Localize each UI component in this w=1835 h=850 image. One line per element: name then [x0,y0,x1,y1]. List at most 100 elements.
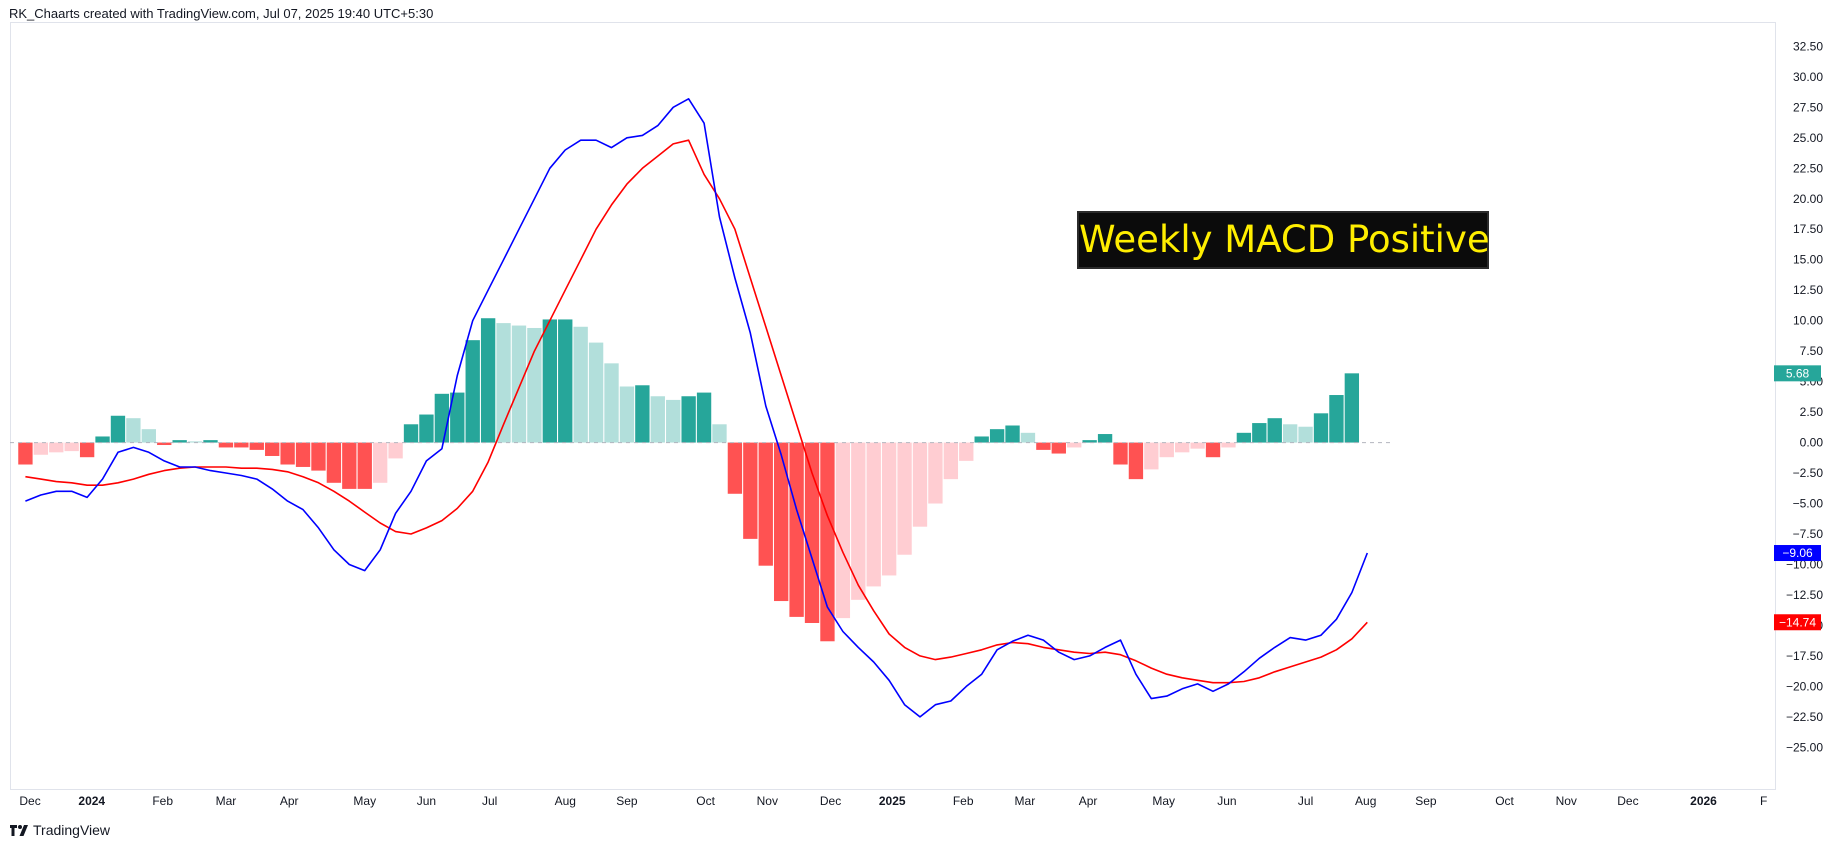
annotation-text-box[interactable]: Weekly MACD Positive [1077,211,1490,269]
histogram-bar [1020,432,1036,443]
histogram-bar [558,319,573,443]
histogram-bar [604,363,619,443]
y-tick-label: 25.00 [1793,131,1823,145]
histogram-bar [280,442,295,465]
y-tick-label: 15.00 [1793,253,1823,267]
x-tick-label: Jul [482,794,497,808]
signal-line [25,139,1368,684]
histogram-bar [1252,423,1267,443]
histogram-bar [1298,426,1313,443]
histogram-bar [357,442,372,489]
histogram-bar [265,442,280,456]
plot-border [10,22,1776,790]
histogram-bar [1097,434,1113,443]
histogram-bar [881,442,897,576]
chart-attribution: RK_Chaarts created with TradingView.com,… [9,6,434,21]
histogram-bar [450,392,465,443]
y-tick-label: −22.50 [1786,710,1823,724]
histogram-bar [743,442,758,539]
y-tick-label: 32.50 [1793,39,1823,53]
x-tick-label: Jul [1298,794,1313,808]
histogram-bar [1036,442,1051,450]
signal-value-tag [1774,614,1821,631]
y-tick-label: 7.50 [1800,344,1824,358]
y-tick-label: −5.00 [1793,497,1824,511]
histogram-bar [326,442,342,483]
histogram-bar [1144,442,1159,470]
histogram-bar [372,442,388,483]
histogram-bar [203,440,218,443]
histogram-bar [912,442,928,527]
histogram-bar [835,442,851,619]
y-tick-label: 0.00 [1800,436,1824,450]
y-tick-label: −20.00 [1786,679,1823,693]
histogram-bar [1344,373,1360,443]
x-tick-label: Sep [616,794,638,808]
histogram-bar [419,414,434,443]
histogram-bar [650,396,665,443]
tradingview-logo[interactable]: TradingView [10,822,110,838]
macd-value-tag [1774,545,1821,562]
histogram-bar [218,442,234,448]
histogram-bar [542,319,557,443]
histogram-bar [1082,440,1097,443]
histogram-bar [820,442,835,642]
histogram-bar [18,442,33,465]
macd-value-tag-text: −9.06 [1782,546,1813,560]
histogram-bar [126,418,141,443]
y-tick-label: −2.50 [1793,466,1824,480]
histogram-bar [141,429,156,443]
histogram-bar [249,442,264,450]
histogram-bar [1159,442,1174,458]
x-tick-label: Apr [1079,794,1098,808]
histogram-bar [1329,395,1344,443]
x-tick-label: Dec [1617,794,1638,808]
x-tick-label: Aug [555,794,576,808]
histogram-bar [527,327,542,443]
x-tick-label: May [353,794,376,808]
histogram-bar [928,442,943,504]
y-tick-label: 30.00 [1793,70,1823,84]
x-tick-label: Feb [953,794,974,808]
histogram-bar [1051,442,1066,454]
histogram-bar [234,442,249,448]
histogram-bar [897,442,912,555]
histogram-bar [1067,442,1082,448]
last-value-labels: 5.68 −9.06 −14.74 [1774,365,1821,631]
x-tick-label: 2025 [879,794,906,808]
x-tick-label: Nov [757,794,778,808]
x-tick-label: Oct [696,794,715,808]
x-tick-label: 2024 [78,794,105,808]
histogram-bar [712,424,727,443]
histogram-bar [187,441,203,443]
histogram-bars [18,318,1360,642]
histogram-bar [1221,442,1236,448]
histogram-bar [33,442,49,455]
x-tick-label: Sep [1415,794,1437,808]
y-tick-label: 2.50 [1800,405,1824,419]
histogram-bar [619,386,635,443]
x-tick-label: Mar [216,794,237,808]
histogram-bar [1313,413,1329,443]
histogram-bar [295,442,311,467]
histogram-value-tag [1774,365,1821,382]
x-tick-label: 2026 [1690,794,1717,808]
histogram-bar [1175,442,1190,453]
histogram-bar [480,318,496,443]
y-tick-label: −25.00 [1786,740,1823,754]
histogram-bar [989,429,1005,443]
histogram-bar [95,436,110,443]
x-tick-label: Jun [417,794,436,808]
histogram-bar [789,442,804,617]
histogram-value-tag-text: 5.68 [1786,366,1810,380]
price-axis[interactable]: 32.50 30.00 27.50 25.00 22.50 20.00 17.50 15.00… [1786,39,1823,754]
histogram-bar [804,442,820,623]
x-tick-label: Apr [280,794,299,808]
histogram-bar [851,442,866,600]
histogram-bar [866,442,881,587]
histogram-bar [959,442,974,461]
x-tick-label: Aug [1355,794,1376,808]
histogram-bar [1236,432,1252,443]
time-axis[interactable]: Dec 2024 Feb Mar Apr May Jun Jul Aug Sep Oct Nov Dec… [19,794,1767,808]
